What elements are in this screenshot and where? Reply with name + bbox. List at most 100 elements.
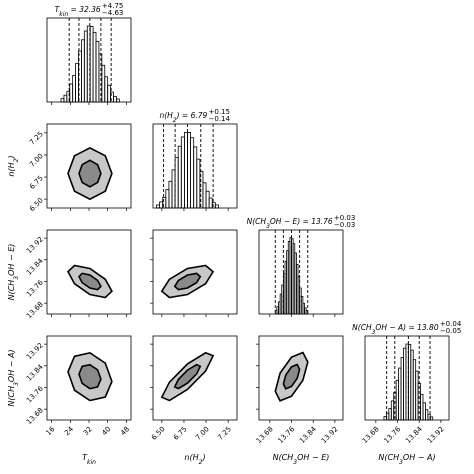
histogram-bin — [60, 98, 65, 103]
label-part: OH − A) — [7, 349, 16, 382]
histogram-bin — [92, 31, 97, 103]
label-part: N(CH — [378, 453, 399, 462]
label-part: 3 — [399, 459, 403, 466]
label-part: 3 — [13, 276, 20, 280]
histogram-bin — [214, 204, 219, 209]
x-tick-label: 48 — [119, 425, 131, 437]
x-tick-label: 24 — [63, 425, 75, 437]
x-tick-label: 7.00 — [194, 425, 211, 442]
y-tick-label: 13.68 — [25, 406, 45, 426]
title-upper-error: +0.03 — [334, 214, 355, 222]
histogram-bin — [190, 137, 195, 209]
histogram-bin — [177, 145, 182, 209]
histogram-bin — [107, 84, 111, 103]
histogram-bin — [196, 158, 201, 209]
label-part: 2 — [173, 117, 177, 124]
histogram-bin — [72, 74, 76, 103]
histogram-bin — [75, 63, 79, 103]
panel-title: n(H2) = 6.79 +0.15−0.14 — [159, 108, 230, 124]
contour — [78, 272, 102, 291]
histogram-bin — [208, 197, 213, 209]
histogram-bin — [183, 131, 188, 209]
histogram-bin — [159, 201, 164, 209]
histogram-bin — [187, 131, 191, 209]
x-tick-label: 13.84 — [298, 425, 318, 445]
label-text: n(H2) — [184, 453, 205, 466]
y-tick-label: 13.92 — [25, 341, 45, 361]
histogram-bin — [171, 169, 176, 209]
label-part: N(CH — [352, 323, 372, 332]
x-tick-label: 16 — [45, 425, 57, 437]
label-part: OH − A) — [403, 453, 436, 462]
x-tick-label: 13.92 — [320, 425, 340, 445]
label-part: 3 — [293, 459, 297, 466]
histogram-bin — [89, 26, 94, 103]
histogram-bin — [202, 182, 207, 209]
label-part: N(CH — [247, 217, 267, 226]
x-tick-label: 13.68 — [361, 425, 381, 445]
panel-frame — [46, 17, 132, 103]
label-part: n(H — [184, 453, 198, 462]
contour — [78, 363, 102, 390]
histogram-bin — [63, 94, 68, 103]
histogram-bin — [174, 157, 179, 209]
label-part: ) — [7, 155, 16, 159]
label-text: N(CH3OH − E) = 13.76 — [247, 217, 333, 230]
label-part: n(H — [7, 162, 16, 176]
label-part: N(CH — [7, 386, 16, 407]
panel-frame — [364, 335, 450, 421]
contour — [173, 363, 202, 390]
histogram-bin — [429, 416, 434, 421]
label-part: OH − E) = 13.76 — [270, 217, 333, 226]
x-tick-label: 13.68 — [255, 425, 275, 445]
histogram-bin — [116, 98, 120, 103]
label-text: N(CH3OH − A) = 13.80 — [352, 323, 439, 336]
histogram-bin — [81, 39, 85, 103]
label-part: OH − A) = 13.80 — [375, 323, 438, 332]
y-tick-label: 13.84 — [25, 363, 45, 383]
contour — [282, 363, 301, 390]
x-tick-label: 13.84 — [404, 425, 424, 445]
label-part: T — [82, 453, 88, 462]
label-part: 3 — [266, 223, 270, 230]
x-tick-label: 13.76 — [382, 425, 402, 445]
title-lower-error: −0.14 — [209, 115, 231, 123]
y-tick-label: 13.76 — [25, 384, 45, 404]
title-lower-error: −0.05 — [440, 327, 461, 335]
label-part: ) = 6.79 — [176, 111, 208, 120]
label-part: N(CH — [7, 280, 16, 301]
y-tick-label: 7.25 — [28, 130, 45, 147]
histogram-bin — [156, 204, 161, 209]
label-part: kin — [87, 459, 96, 466]
panel-title: N(CH3OH − A) = 13.80 +0.04−0.05 — [352, 320, 462, 336]
histogram-bin — [180, 136, 185, 209]
label-part: kin — [59, 11, 68, 18]
y-tick-label: 13.68 — [25, 300, 45, 320]
label-part: 2 — [199, 459, 203, 466]
panel-title: N(CH3OH − E) = 13.76 +0.03−0.03 — [247, 214, 356, 230]
label-part: 2 — [13, 158, 20, 162]
label-text: Tkin = 32.36 — [55, 5, 101, 18]
label-text: n(H2) — [7, 155, 20, 176]
x-tick-label: 6.75 — [172, 425, 189, 442]
panel-frame — [152, 123, 238, 209]
label-text: Tkin — [82, 453, 96, 466]
label-part: 3 — [372, 329, 376, 336]
title-lower-error: −4.63 — [102, 9, 123, 17]
title-upper-error: +0.15 — [209, 108, 230, 116]
contour — [78, 159, 102, 188]
label-part: ) — [201, 453, 205, 462]
histogram-bin — [69, 83, 74, 103]
y-tick-label: 7.00 — [28, 152, 45, 169]
histogram-bin — [205, 190, 210, 209]
x-tick-label: 6.50 — [150, 425, 167, 442]
y-tick-label: 6.75 — [28, 174, 45, 191]
x-tick-label: 7.25 — [216, 425, 233, 442]
histogram-bin — [165, 189, 170, 209]
label-text: N(CH3OH − A) — [378, 453, 435, 466]
title-upper-error: +4.75 — [102, 2, 123, 10]
y-tick-label: 6.50 — [28, 196, 45, 213]
y-tick-label: 13.92 — [25, 235, 45, 255]
label-part: OH − E) — [297, 453, 329, 462]
